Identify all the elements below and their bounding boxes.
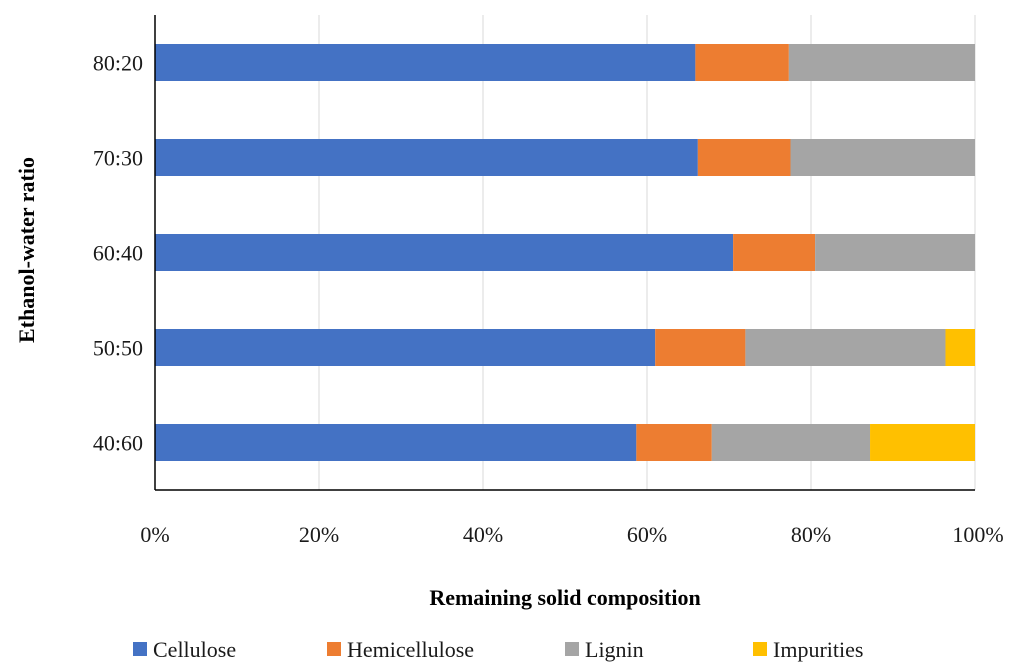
bar-hemicellulose-60-40 [733, 234, 816, 271]
bar-impurities-40-60 [870, 424, 975, 461]
legend-label-lignin: Lignin [585, 637, 644, 662]
y-tick-label: 40:60 [93, 431, 143, 456]
y-tick-labels: 40:60 50:50 60:40 70:30 80:20 [93, 51, 143, 456]
bar-cellulose-80-20 [155, 44, 696, 81]
bar-cellulose-40-60 [155, 424, 637, 461]
legend-label-hemicellulose: Hemicellulose [347, 637, 474, 662]
axes [154, 15, 975, 491]
x-tick-label: 100% [952, 522, 1003, 547]
bar-hemicellulose-70-30 [697, 139, 791, 176]
legend-swatch-lignin [565, 642, 579, 656]
x-tick-label: 80% [791, 522, 831, 547]
y-tick-label: 50:50 [93, 336, 143, 361]
legend-label-cellulose: Cellulose [153, 637, 236, 662]
legend-label-impurities: Impurities [773, 637, 863, 662]
legend-swatch-cellulose [133, 642, 147, 656]
bar-lignin-50-50 [745, 329, 946, 366]
bar-cellulose-50-50 [155, 329, 656, 366]
bar-hemicellulose-50-50 [655, 329, 746, 366]
x-tick-label: 0% [140, 522, 169, 547]
x-tick-label: 60% [627, 522, 667, 547]
bar-cellulose-70-30 [155, 139, 698, 176]
y-tick-label: 80:20 [93, 51, 143, 76]
bar-hemicellulose-40-60 [636, 424, 712, 461]
bars [155, 44, 975, 461]
x-tick-label: 20% [299, 522, 339, 547]
bar-lignin-70-30 [790, 139, 975, 176]
bar-lignin-60-40 [815, 234, 975, 271]
bar-impurities-50-50 [945, 329, 975, 366]
bar-cellulose-60-40 [155, 234, 734, 271]
y-tick-label: 60:40 [93, 241, 143, 266]
x-tick-labels: 0% 20% 40% 60% 80% 100% [140, 522, 1003, 547]
x-axis-title: Remaining solid composition [429, 585, 700, 610]
bar-hemicellulose-80-20 [695, 44, 789, 81]
legend-swatch-impurities [753, 642, 767, 656]
legend: Cellulose Hemicellulose Lignin Impurities [133, 637, 863, 662]
x-tick-label: 40% [463, 522, 503, 547]
bar-lignin-40-60 [711, 424, 871, 461]
legend-swatch-hemicellulose [327, 642, 341, 656]
y-axis-title: Ethanol-water ratio [14, 157, 39, 343]
bar-lignin-80-20 [788, 44, 975, 81]
y-tick-label: 70:30 [93, 146, 143, 171]
